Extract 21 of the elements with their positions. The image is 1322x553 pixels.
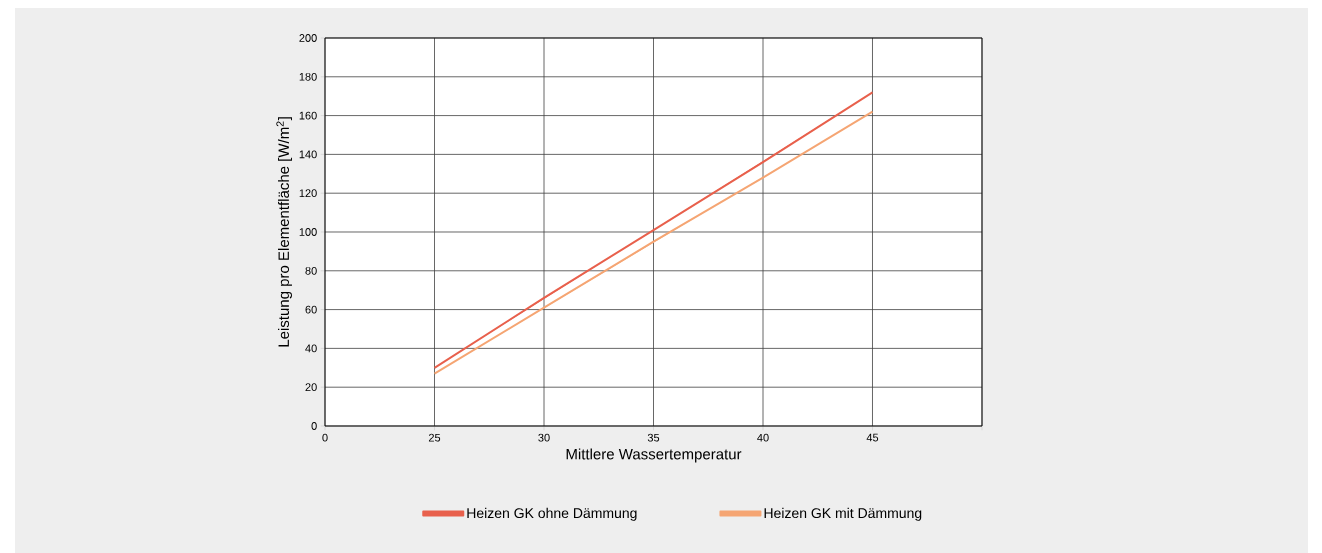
y-tick-label: 60 <box>305 305 317 314</box>
y-tick-label: 120 <box>299 189 317 198</box>
x-tick-label: 45 <box>866 433 879 442</box>
x-tick-label: 0 <box>322 433 328 442</box>
x-tick-label: 40 <box>757 433 769 442</box>
y-tick-label: 0 <box>311 422 317 430</box>
x-axis-title: Mittlere Wassertemperatur <box>566 448 742 463</box>
x-tick-label: 25 <box>428 433 441 442</box>
y-tick-label: 100 <box>299 228 317 236</box>
y-tick-label: 40 <box>305 344 317 353</box>
x-tick-label: 30 <box>538 433 550 442</box>
x-tick-label: 35 <box>647 433 660 442</box>
y-tick-label: 140 <box>299 150 317 159</box>
y-tick-label: 180 <box>299 72 317 81</box>
y-tick-label: 20 <box>305 383 317 392</box>
y-tick-label: 160 <box>299 111 317 120</box>
legend-label: Heizen GK ohne Dämmung <box>467 507 637 521</box>
y-tick-label: 80 <box>305 266 317 275</box>
y-axis-title: Leistung pro Elementfläche [W/m$^{2}$] <box>276 117 292 347</box>
legend-label: Heizen GK mit Dämmung <box>764 507 922 521</box>
y-tick-label: 200 <box>299 34 317 42</box>
